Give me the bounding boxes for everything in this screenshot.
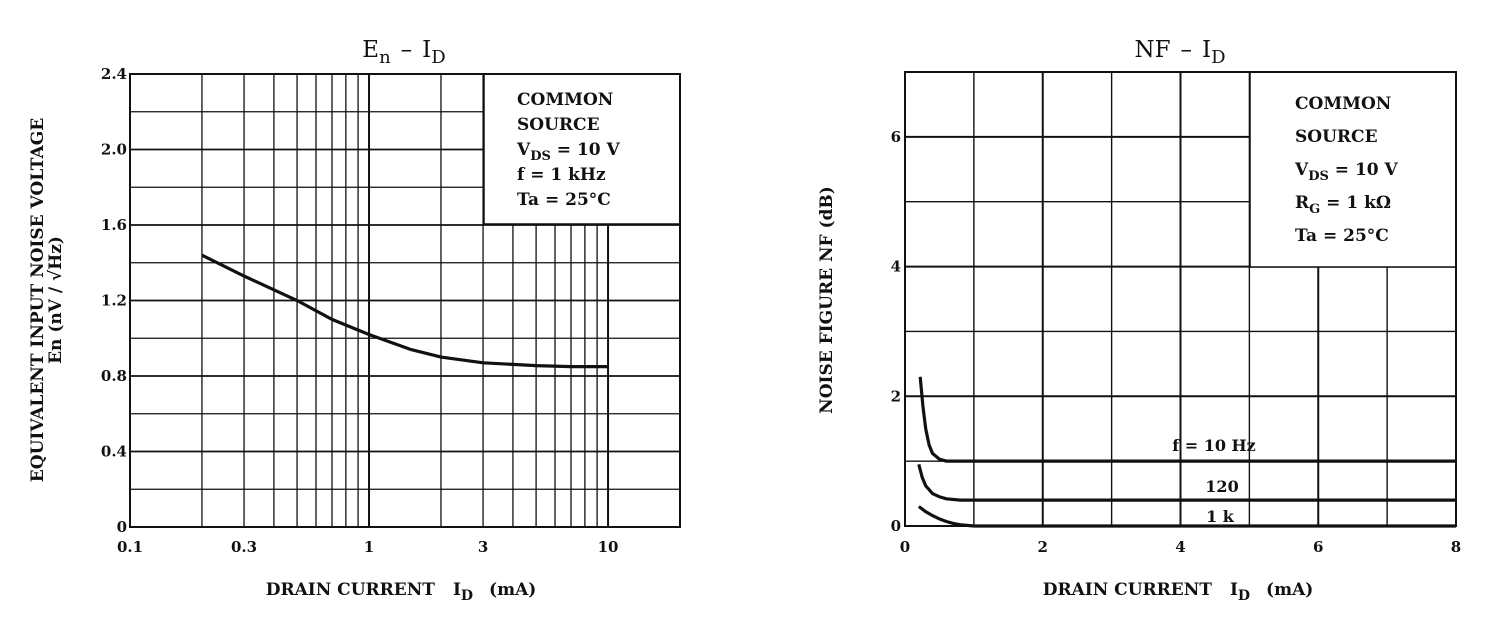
nf-x-tick-label: 2 (1038, 538, 1048, 556)
en-y-axis-label-line2: En (nV / √Hz) (46, 236, 66, 364)
nf-series-labels: f = 10 Hz 120 1 k (1172, 436, 1255, 526)
en-conditions-box (483, 73, 681, 225)
nf-condition-line: RG = 1 kΩ (1295, 193, 1391, 217)
en-x-tick-labels: 0.1 0.3 1 3 10 (117, 538, 619, 556)
en-condition-text: Ta = 25°C (517, 190, 611, 210)
en-x-tick-label: 0.3 (231, 538, 257, 556)
en-y-tick-label: 0.4 (101, 443, 127, 461)
nf-y-axis-label: NOISE FIGURE NF (dB) (817, 186, 837, 414)
en-series (201, 253, 608, 369)
nf-x-tick-labels: 0 2 4 6 8 (900, 538, 1461, 556)
nf-condition-line: COMMON (1295, 94, 1391, 114)
nf-condition-sub: DS (1308, 169, 1329, 184)
nf-y-tick-labels: 0 2 4 6 (891, 128, 901, 535)
nf-condition-line: VDS = 10 V (1294, 160, 1399, 184)
en-condition-text: COMMON (517, 90, 613, 110)
en-condition-text: f = 1 kHz (517, 165, 606, 185)
nf-y-tick-label: 2 (891, 387, 901, 405)
en-condition-sub: DS (530, 149, 551, 164)
en-y-tick-label: 1.2 (101, 292, 127, 310)
nf-series (917, 376, 1456, 528)
en-condition-rest: = 10 V (551, 140, 621, 160)
en-condition-line: SOURCE (517, 115, 600, 135)
en-condition-text: SOURCE (517, 115, 600, 135)
en-x-tick-label: 10 (598, 538, 619, 556)
en-y-tick-label: 0 (117, 518, 127, 536)
nf-series-label: 120 (1205, 477, 1238, 496)
nf-x-axis-label: DRAIN CURRENT ID (mA) (1043, 580, 1314, 604)
en-condition-line: Ta = 25°C (517, 190, 611, 210)
nf-conditions-text: COMMON SOURCE VDS = 10 V RG = 1 kΩ Ta = 25°C (1294, 94, 1399, 246)
en-x-tick-label: 0.1 (117, 538, 143, 556)
en-x-tick-label: 1 (364, 538, 374, 556)
nf-condition-line: SOURCE (1295, 127, 1378, 147)
en-x-tick-label: 3 (478, 538, 488, 556)
en-chart-title: En – ID (362, 37, 445, 68)
nf-curve (918, 376, 1456, 463)
en-condition-line: COMMON (517, 90, 613, 110)
en-condition-line: VDS = 10 V (516, 140, 621, 164)
en-y-tick-label: 1.6 (101, 216, 127, 234)
en-x-axis-label: DRAIN CURRENT ID (mA) (266, 580, 537, 604)
nf-condition-text: V (1294, 160, 1309, 180)
nf-series-label: f = 10 Hz (1172, 436, 1255, 455)
nf-y-axis-label-text: NOISE FIGURE NF (dB) (817, 186, 837, 414)
en-plot-frame (129, 73, 681, 528)
nf-condition-text: Ta = 25°C (1295, 226, 1389, 246)
en-y-tick-labels: 0 0.4 0.8 1.2 1.6 2.0 2.4 (101, 65, 127, 536)
nf-x-tick-label: 8 (1451, 538, 1461, 556)
nf-y-tick-label: 4 (891, 258, 901, 276)
nf-condition-rest: = 1 kΩ (1320, 193, 1391, 213)
nf-condition-text: SOURCE (1295, 127, 1378, 147)
nf-condition-rest: = 10 V (1329, 160, 1399, 180)
nf-y-tick-label: 0 (891, 517, 901, 535)
nf-condition-text: R (1295, 193, 1310, 213)
en-curve (201, 253, 608, 369)
nf-chart-title: NF – ID (1134, 37, 1225, 68)
nf-condition-text: COMMON (1295, 94, 1391, 114)
en-y-tick-label: 2.4 (101, 65, 127, 83)
en-condition-line: f = 1 kHz (517, 165, 606, 185)
nf-curve (917, 463, 1456, 502)
en-y-tick-label: 0.8 (101, 367, 127, 385)
nf-vs-id-chart: NF – ID COMMON SOURCE VDS = 10 V RG = 1 kΩ Ta … (817, 37, 1461, 604)
nf-condition-sub: G (1309, 202, 1320, 217)
nf-x-tick-label: 4 (1175, 538, 1185, 556)
nf-condition-line: Ta = 25°C (1295, 226, 1389, 246)
nf-series-label: 1 k (1206, 507, 1235, 526)
en-y-axis-label-line1: EQUIVALENT INPUT NOISE VOLTAGE (28, 118, 48, 482)
en-condition-text: V (516, 140, 531, 160)
en-y-tick-label: 2.0 (101, 141, 127, 159)
nf-x-tick-label: 6 (1313, 538, 1323, 556)
nf-y-tick-label: 6 (891, 128, 901, 146)
nf-x-tick-label: 0 (900, 538, 910, 556)
en-y-axis-label: EQUIVALENT INPUT NOISE VOLTAGE En (nV / … (28, 118, 66, 482)
nf-curve (917, 505, 1456, 528)
